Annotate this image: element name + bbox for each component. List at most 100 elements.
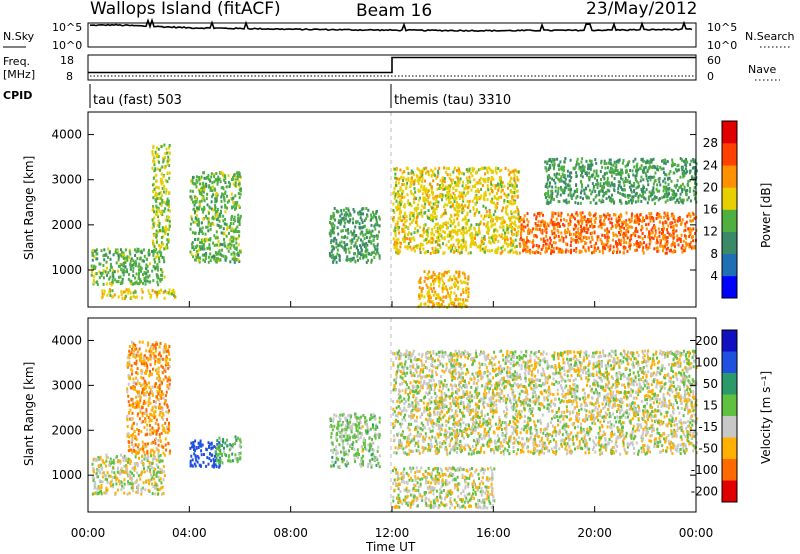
heatmap-cell (436, 236, 439, 240)
heatmap-cell (109, 275, 112, 279)
heatmap-cell (372, 250, 375, 254)
heatmap-cell (451, 245, 454, 249)
heatmap-cell (370, 260, 373, 264)
heatmap-cell (595, 161, 598, 165)
heatmap-cell (556, 221, 559, 225)
heatmap-cell (203, 176, 206, 180)
heatmap-cell (165, 225, 167, 229)
heatmap-cell (507, 182, 510, 186)
heatmap-cell (426, 199, 429, 203)
heatmap-cell (648, 230, 651, 234)
heatmap-cell (136, 379, 139, 383)
heatmap-cell (503, 248, 506, 252)
heatmap-cell (577, 162, 579, 166)
heatmap-cell (224, 177, 227, 181)
noise-left-bottom-tick: 10^0 (52, 39, 82, 52)
heatmap-cell (332, 246, 335, 250)
heatmap-cell (461, 191, 464, 195)
heatmap-cell (123, 478, 126, 482)
heatmap-cell (437, 296, 439, 300)
heatmap-cell (142, 259, 145, 263)
heatmap-cell (150, 454, 153, 458)
heatmap-cell (374, 215, 377, 219)
heatmap-cell (409, 240, 412, 243)
heatmap-cell (402, 240, 405, 244)
heatmap-cell (158, 488, 161, 492)
heatmap-cell (159, 453, 162, 457)
heatmap-cell (157, 167, 160, 171)
heatmap-cell (192, 220, 195, 224)
heatmap-cell (237, 243, 240, 247)
heatmap-cell (139, 477, 142, 481)
heatmap-cell (236, 225, 239, 229)
heatmap-cell (131, 399, 134, 403)
heatmap-cell (120, 480, 123, 484)
heatmap-cell (499, 217, 502, 221)
heatmap-cell (371, 216, 374, 220)
heatmap-cell (410, 248, 413, 252)
heatmap-cell (462, 235, 465, 239)
heatmap-cell (508, 216, 510, 220)
heatmap-cell (548, 184, 551, 188)
heatmap-cell (631, 226, 633, 229)
heatmap-cell (560, 166, 563, 169)
heatmap-cell (668, 232, 671, 236)
heatmap-cell (157, 475, 160, 479)
heatmap-cell (420, 287, 423, 291)
heatmap-cell (606, 189, 609, 193)
heatmap-cell (628, 225, 631, 229)
heatmap-cell (662, 189, 665, 193)
heatmap-cell (650, 158, 653, 162)
heatmap-cell (583, 235, 586, 239)
heatmap-cell (640, 164, 643, 168)
heatmap-cell (163, 156, 166, 160)
heatmap-cell (541, 220, 544, 224)
heatmap-cell (141, 296, 144, 300)
heatmap-cell (574, 165, 577, 169)
heatmap-cell (693, 216, 696, 220)
heatmap-cell (126, 470, 129, 474)
heatmap-cell (426, 292, 429, 296)
heatmap-cell (568, 200, 570, 204)
heatmap-cell (510, 177, 513, 181)
heatmap-cell (161, 270, 164, 274)
heatmap-cell (376, 250, 379, 254)
heatmap-cell (145, 408, 148, 412)
heatmap-cell (460, 250, 463, 254)
heatmap-cell (575, 235, 578, 238)
heatmap-cell (100, 492, 103, 496)
heatmap-cell (432, 286, 435, 290)
heatmap-cell (604, 235, 607, 239)
heatmap-cell (502, 236, 504, 240)
heatmap-cell (605, 197, 608, 201)
heatmap-cell (457, 273, 460, 277)
heatmap-cell (130, 479, 133, 483)
heatmap-cell (216, 182, 219, 186)
heatmap-cell (111, 479, 114, 483)
heatmap-cell (676, 219, 679, 223)
heatmap-cell (393, 186, 396, 190)
heatmap-cell (128, 345, 131, 348)
heatmap-cell (361, 243, 364, 247)
heatmap-cell (333, 231, 336, 235)
heatmap-cell (432, 191, 434, 195)
heatmap-cell (403, 203, 406, 207)
freq-right-top-tick: 60 (707, 54, 721, 67)
heatmap-cell (399, 218, 402, 222)
heatmap-cell (599, 189, 602, 193)
heatmap-cell (342, 217, 344, 221)
heatmap-cell (503, 241, 506, 245)
heatmap-cell (550, 197, 553, 201)
heatmap-cell (198, 176, 200, 179)
heatmap-cell (219, 225, 222, 229)
heatmap-cell (196, 180, 199, 184)
heatmap-cell (195, 218, 198, 222)
heatmap-cell (403, 183, 406, 186)
heatmap-cell (665, 188, 668, 192)
heatmap-cell (116, 477, 119, 480)
heatmap-cell (215, 192, 218, 195)
heatmap-cell (158, 222, 161, 225)
heatmap-cell (459, 197, 461, 200)
heatmap-cell (581, 211, 584, 215)
heatmap-cell (485, 210, 488, 214)
